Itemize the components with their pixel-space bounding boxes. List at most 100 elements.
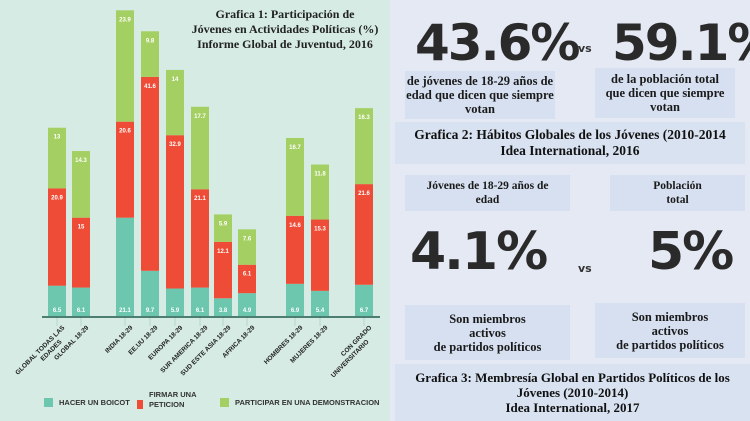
bar-segment bbox=[116, 10, 134, 122]
data-label: 4.9 bbox=[243, 308, 252, 314]
data-label: 16.7 bbox=[289, 145, 301, 151]
title-line: Idea International, 2017 bbox=[505, 400, 640, 415]
bar-segment bbox=[286, 215, 304, 284]
desc-line: Son miembros bbox=[449, 311, 526, 326]
bar-segment bbox=[238, 229, 256, 265]
head-line: Jóvenes de 18-29 años de bbox=[426, 180, 549, 192]
desc-line: de jóvenes de 18-29 años de bbox=[406, 74, 554, 88]
legend-swatch bbox=[137, 399, 143, 409]
title-line: Grafica 2: Hábitos Globales de los Jóven… bbox=[414, 127, 726, 142]
data-label: 7.6 bbox=[243, 236, 252, 242]
data-label: 5.4 bbox=[316, 308, 325, 314]
youth-vote-stat: 43.6% bbox=[415, 14, 580, 72]
legend-item-peticion: FIRMAR UNA PETICION bbox=[137, 390, 197, 410]
bar-segment bbox=[166, 288, 184, 316]
data-label: 6.1 bbox=[77, 308, 86, 314]
desc-line: activos bbox=[651, 323, 689, 338]
data-label: 21.6 bbox=[358, 191, 370, 197]
data-label: 20.6 bbox=[119, 129, 131, 135]
legend-item-boicot: HACER UN BOICOT bbox=[44, 398, 130, 407]
total-membership-stat: 5% bbox=[648, 222, 734, 282]
legend-swatch bbox=[44, 398, 53, 407]
data-label: 17.7 bbox=[194, 114, 206, 120]
legend-label-line: PETICION bbox=[149, 400, 185, 409]
bar-segment bbox=[214, 214, 232, 242]
legend-label: PARTICIPAR EN UNA DEMONSTRACION bbox=[235, 398, 380, 407]
data-label: 6.1 bbox=[196, 308, 205, 314]
data-label: 32.9 bbox=[169, 142, 181, 148]
youth-vote-desc: de jóvenes de 18-29 años de edad que dice… bbox=[405, 71, 555, 119]
bar-segment bbox=[191, 106, 209, 190]
desc-line: votan bbox=[650, 100, 680, 114]
legend-swatch bbox=[220, 398, 229, 407]
data-label: 9.8 bbox=[146, 38, 155, 44]
bar-segment bbox=[141, 270, 159, 316]
bar-segment bbox=[141, 76, 159, 271]
data-label: 23.9 bbox=[119, 17, 131, 23]
chart-title-line: Jóvenes en Actividades Políticas (%) bbox=[191, 22, 379, 36]
desc-line: votan bbox=[465, 102, 495, 116]
vs-label: vs bbox=[578, 42, 592, 55]
graph2-title: Grafica 2: Hábitos Globales de los Jóven… bbox=[395, 122, 745, 164]
data-label: 6.7 bbox=[360, 308, 369, 314]
bar-segment bbox=[311, 164, 329, 220]
legend-label: HACER UN BOICOT bbox=[59, 398, 130, 407]
bar-segment bbox=[72, 151, 90, 218]
data-label: 14 bbox=[172, 77, 179, 83]
legend-label-line: FIRMAR UNA bbox=[149, 390, 197, 399]
youth-membership-head: Jóvenes de 18-29 años de edad bbox=[405, 175, 570, 211]
vs-label: vs bbox=[578, 262, 592, 275]
desc-line: activos bbox=[469, 325, 506, 340]
chart-panel: 6.5 20.9 13 GLOBAL TODAS LAS EDADES 6.1 15 14.3… bbox=[0, 0, 390, 421]
bar-segment bbox=[166, 69, 184, 136]
bar-segment bbox=[191, 189, 209, 288]
data-label: 13 bbox=[54, 135, 61, 141]
total-vote-stat: 59.1% bbox=[612, 14, 750, 72]
desc-line: que dicen que siempre bbox=[605, 86, 725, 100]
head-line: edad bbox=[475, 194, 500, 206]
youth-membership-desc: Son miembros activos de partidos políticos bbox=[405, 305, 570, 360]
bar-segment bbox=[355, 108, 373, 185]
title-line: Grafica 3: Membresía Global en Partidos … bbox=[415, 370, 730, 385]
graph3-title: Grafica 3: Membresía Global en Partidos … bbox=[395, 364, 750, 421]
chart-title-line: Grafica 1: Participación de bbox=[215, 7, 355, 21]
bar-segment bbox=[238, 293, 256, 316]
bar-segment bbox=[72, 287, 90, 316]
desc-line: de partidos políticos bbox=[616, 337, 724, 352]
data-label: 6.1 bbox=[243, 272, 252, 278]
bar-segment bbox=[72, 217, 90, 288]
data-label: 15 bbox=[78, 225, 85, 231]
bar-segment bbox=[166, 135, 184, 289]
bar-segment bbox=[311, 290, 329, 316]
bar-segment bbox=[214, 241, 232, 299]
chart-title: Grafica 1: Participación de Jóvenes en A… bbox=[180, 7, 390, 52]
head-line: total bbox=[666, 194, 689, 206]
data-label: 41.6 bbox=[144, 84, 156, 90]
data-label: 16.3 bbox=[358, 115, 370, 121]
stats-panel: 43.6% vs 59.1% de jóvenes de 18-29 años … bbox=[390, 0, 750, 421]
data-label: 9.7 bbox=[146, 308, 155, 314]
data-label: 5.9 bbox=[219, 221, 228, 227]
desc-line: Son miembros bbox=[631, 309, 709, 324]
data-label: 15.3 bbox=[314, 227, 326, 233]
bar-segment bbox=[48, 188, 66, 286]
data-label: 21.1 bbox=[119, 308, 131, 314]
data-label: 21.1 bbox=[194, 196, 206, 202]
bar-segment bbox=[48, 285, 66, 316]
legend-label: FIRMAR UNA PETICION bbox=[149, 390, 197, 410]
desc-line: edad que dicen que siempre bbox=[406, 88, 554, 102]
total-membership-head: Población total bbox=[610, 175, 745, 211]
head-line: Población bbox=[653, 180, 702, 192]
bar-segment bbox=[141, 31, 159, 77]
bar-segment bbox=[116, 121, 134, 218]
data-label: 5.9 bbox=[171, 308, 180, 314]
bar-segment bbox=[116, 217, 134, 316]
data-label: 20.9 bbox=[51, 195, 63, 201]
bar-segment bbox=[355, 184, 373, 285]
desc-line: de la población total bbox=[611, 72, 719, 86]
bar-segment bbox=[355, 284, 373, 316]
bar-segment bbox=[48, 127, 66, 189]
bar-segment bbox=[286, 283, 304, 316]
chart-title-line: Informe Global de Juventud, 2016 bbox=[197, 37, 373, 51]
